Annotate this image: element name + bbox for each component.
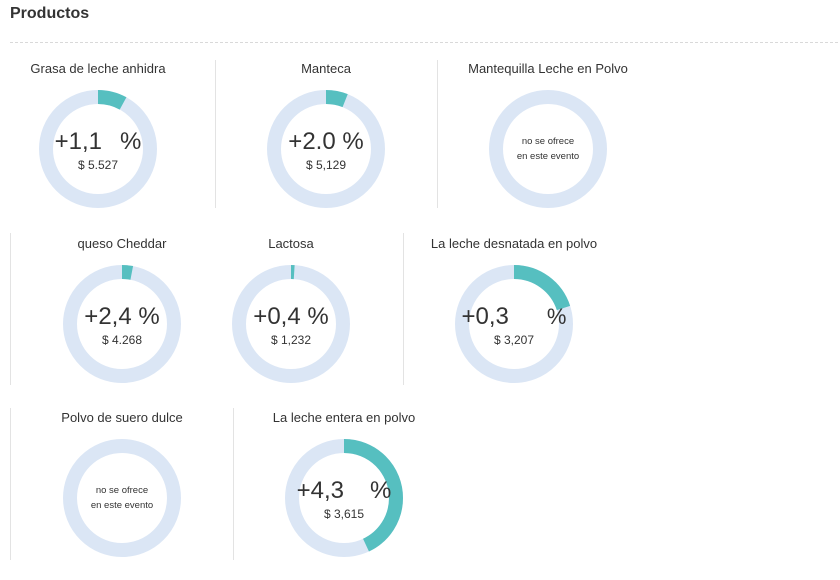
donut-track [63,439,181,557]
donut-fill-arc [232,265,350,383]
section-divider [10,42,838,43]
not-offered-note: no se ofrece en este evento [90,485,154,511]
product-name: Manteca [301,61,351,76]
product-price: $ 5,129 [305,158,347,172]
percent-change: +2,4 % [84,303,160,330]
product-price: $ 5.527 [77,158,119,172]
donut-fill-arc [39,90,157,208]
donut-ring [63,439,181,557]
column-divider [10,408,11,560]
donut-chart: no se ofrece en este evento [488,89,608,209]
product-name: La leche desnatada en polvo [430,236,598,251]
donut-chart: +4,3% $ 3,615 [284,438,404,558]
product-price: $ 1,232 [270,333,312,347]
product-name: queso Cheddar [77,236,167,251]
donut-fill-arc [455,265,573,383]
donut-chart: +0,4 % $ 1,232 [231,264,351,384]
column-divider [215,60,216,208]
donut-fill-arc [285,439,403,557]
percent-change: +1,1% [54,128,142,155]
page-title: Productos [10,5,90,22]
donut-ring [232,265,350,383]
product-name: Mantequilla Leche en Polvo [468,61,628,76]
donut-track [489,90,607,208]
donut-fill-arc [63,265,181,383]
product-card[interactable]: Lactosa +0,4 % $ 1,232 [181,236,401,396]
column-divider [437,60,438,208]
percent-change: +4,3% [296,477,392,504]
product-price: $ 3,615 [323,507,365,521]
column-divider [233,408,234,560]
column-divider [10,233,11,385]
product-card[interactable]: La leche entera en polvo +4,3% $ 3,615 [234,410,454,570]
donut-ring [285,439,403,557]
product-card[interactable]: queso Cheddar +2,4 % $ 4.268 [12,236,232,396]
product-card[interactable]: Manteca +2.0 % $ 5,129 [216,61,436,221]
donut-ring [489,90,607,208]
donut-ring [267,90,385,208]
product-price: $ 4.268 [101,333,143,347]
donut-fill-arc [267,90,385,208]
donut-ring [63,265,181,383]
donut-ring [455,265,573,383]
percent-change: +2.0 % [288,128,364,155]
column-divider [403,233,404,385]
product-card[interactable]: Mantequilla Leche en Polvo no se ofrece e… [438,61,658,221]
donut-chart: +2,4 % $ 4.268 [62,264,182,384]
product-card[interactable]: La leche desnatada en polvo +0,3% $ 3,20… [404,236,624,396]
donut-chart: +0,3% $ 3,207 [454,264,574,384]
product-name: Polvo de suero dulce [61,410,183,425]
percent-change: +0,4 % [253,303,329,330]
donut-chart: no se ofrece en este evento [62,438,182,558]
product-card[interactable]: Polvo de suero dulce no se ofrece en este… [12,410,232,570]
product-card[interactable]: Grasa de leche anhidra +1,1% $ 5.527 [0,61,208,221]
product-name: La leche entera en polvo [272,410,416,425]
donut-ring [39,90,157,208]
product-price: $ 3,207 [493,333,535,347]
not-offered-note: no se ofrece en este evento [516,136,580,162]
product-name: Lactosa [268,236,314,251]
percent-change: +0,3% [461,303,567,330]
product-name: Grasa de leche anhidra [30,61,166,76]
donut-chart: +2.0 % $ 5,129 [266,89,386,209]
donut-chart: +1,1% $ 5.527 [38,89,158,209]
